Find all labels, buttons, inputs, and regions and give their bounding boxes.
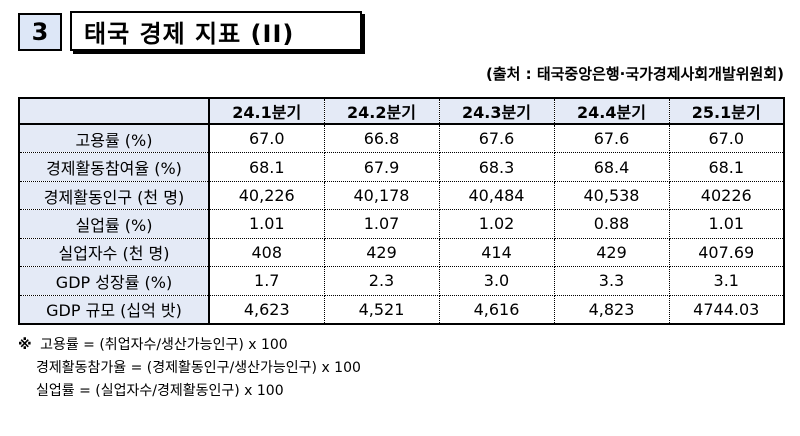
table-cell: 67.6 (438, 123, 555, 154)
table-header-row: 24.1분기 24.2분기 24.3분기 24.4분기 25.1분기 (18, 97, 785, 125)
footnotes: ※ 고용률 = (취업자수/생산가능인구) x 100 경제활동참가율 = (경… (18, 334, 361, 403)
table-cell: 40,178 (323, 180, 440, 211)
table-cell: 0.88 (553, 209, 670, 239)
table-cell: 66.8 (323, 123, 440, 154)
table-cell: 1.01 (668, 209, 785, 239)
column-header: 25.1분기 (668, 97, 785, 125)
table-cell: 1.02 (438, 209, 555, 239)
table-cell: 3.0 (438, 266, 555, 296)
row-label: GDP 성장률 (%) (18, 266, 210, 296)
table-cell: 40,538 (553, 180, 670, 211)
table-cell: 429 (553, 237, 670, 268)
table-cell: 3.1 (668, 266, 785, 296)
table-row: 고용률 (%) 67.0 66.8 67.6 67.6 67.0 (18, 123, 785, 154)
table-row: 실업률 (%) 1.01 1.07 1.02 0.88 1.01 (18, 209, 785, 239)
table-row: GDP 규모 (십억 밧) 4,623 4,521 4,616 4,823 47… (18, 294, 785, 325)
row-label: 경제활동인구 (천 명) (18, 180, 210, 211)
page-title: 태국 경제 지표 (II) (84, 19, 295, 48)
table-cell: 67.0 (208, 123, 325, 154)
table-cell: 4,521 (323, 294, 440, 325)
page-title-box: 태국 경제 지표 (II) (70, 11, 362, 51)
table-cell: 1.7 (208, 266, 325, 296)
table-row: 실업자수 (천 명) 408 429 414 429 407.69 (18, 237, 785, 268)
table-cell: 40,484 (438, 180, 555, 211)
table-row: 경제활동참여율 (%) 68.1 67.9 68.3 68.4 68.1 (18, 152, 785, 182)
table-cell: 408 (208, 237, 325, 268)
table-cell: 1.07 (323, 209, 440, 239)
table-cell: 4,623 (208, 294, 325, 325)
table-cell: 429 (323, 237, 440, 268)
table-cell: 68.4 (553, 152, 670, 182)
column-header: 24.1분기 (208, 97, 325, 125)
section-number-badge: 3 (18, 13, 62, 51)
row-label: 실업자수 (천 명) (18, 237, 210, 268)
table-cell: 68.1 (208, 152, 325, 182)
table-cell: 3.3 (553, 266, 670, 296)
table-cell: 414 (438, 237, 555, 268)
table-cell: 4744.03 (668, 294, 785, 325)
reference-mark: ※ (18, 337, 32, 353)
row-label: 고용률 (%) (18, 123, 210, 154)
column-header: 24.4분기 (553, 97, 670, 125)
footnote-line: ※ 고용률 = (취업자수/생산가능인구) x 100 (18, 334, 361, 357)
row-label: 경제활동참여율 (%) (18, 152, 210, 182)
row-label: 실업률 (%) (18, 209, 210, 239)
section-number: 3 (31, 18, 49, 46)
table-row: 경제활동인구 (천 명) 40,226 40,178 40,484 40,538… (18, 180, 785, 211)
footnote-line: 경제활동참가율 = (경제활동인구/생산가능인구) x 100 (18, 357, 361, 380)
footnote-text: 고용률 = (취업자수/생산가능인구) x 100 (40, 337, 288, 353)
column-header: 24.2분기 (323, 97, 440, 125)
table-cell: 68.3 (438, 152, 555, 182)
table-cell: 67.6 (553, 123, 670, 154)
table-cell: 4,616 (438, 294, 555, 325)
source-note: (출처 : 태국중앙은행·국가경제사회개발위원회) (485, 65, 784, 83)
footnote-line: 실업률 = (실업자수/경제활동인구) x 100 (18, 380, 361, 403)
table-cell: 67.0 (668, 123, 785, 154)
table-cell: 40226 (668, 180, 785, 211)
column-header: 24.3분기 (438, 97, 555, 125)
table-cell: 68.1 (668, 152, 785, 182)
table-cell: 1.01 (208, 209, 325, 239)
indicator-table: 24.1분기 24.2분기 24.3분기 24.4분기 25.1분기 고용률 (… (18, 97, 785, 325)
table-cell: 40,226 (208, 180, 325, 211)
footnote-text: 경제활동참가율 = (경제활동인구/생산가능인구) x 100 (36, 360, 361, 376)
table-cell: 407.69 (668, 237, 785, 268)
footnote-text: 실업률 = (실업자수/경제활동인구) x 100 (36, 383, 284, 399)
table-cell: 4,823 (553, 294, 670, 325)
table-cell: 67.9 (323, 152, 440, 182)
table-corner-cell (18, 97, 210, 125)
row-label: GDP 규모 (십억 밧) (18, 294, 210, 325)
table-cell: 2.3 (323, 266, 440, 296)
table-row: GDP 성장률 (%) 1.7 2.3 3.0 3.3 3.1 (18, 266, 785, 296)
